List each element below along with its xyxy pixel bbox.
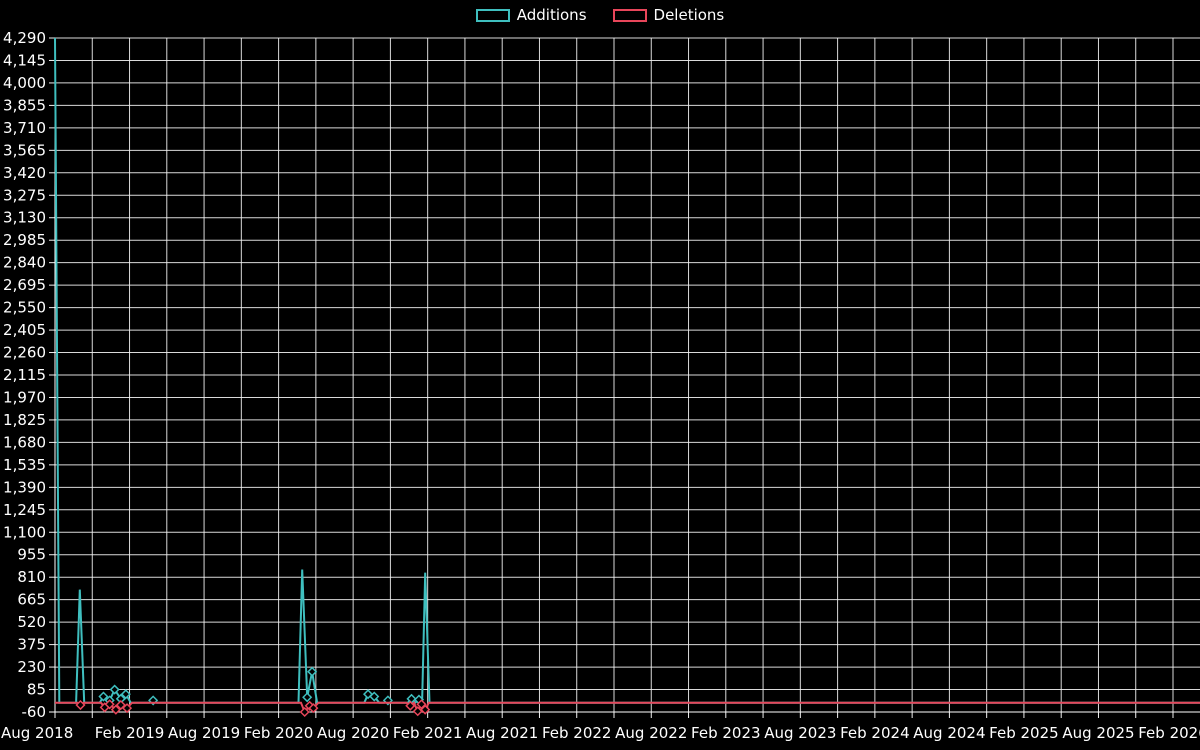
series-marker-additions <box>98 691 109 702</box>
series-marker-additions <box>302 692 313 703</box>
y-tick-label: 3,275 <box>3 186 46 204</box>
y-tick-label: 375 <box>17 636 46 654</box>
series-marker-additions <box>369 691 380 702</box>
y-tick-label: 2,115 <box>3 366 46 384</box>
y-tick-label: 1,680 <box>3 433 46 451</box>
series-marker-deletions <box>110 704 121 715</box>
y-tick-label: 1,245 <box>3 501 46 519</box>
x-tick-label: Feb 2024 <box>840 724 910 742</box>
y-tick-label: 4,290 <box>3 29 46 47</box>
y-tick-label: 2,405 <box>3 321 46 339</box>
y-tick-label: 1,825 <box>3 411 46 429</box>
y-tick-label: 2,260 <box>3 344 46 362</box>
y-tick-label: -60 <box>22 703 47 721</box>
y-tick-label: 2,695 <box>3 276 46 294</box>
legend-item-additions[interactable]: Additions <box>475 6 587 24</box>
y-tick-label: 3,565 <box>3 141 46 159</box>
y-tick-label: 2,985 <box>3 231 46 249</box>
deletions-legend-swatch <box>612 8 647 22</box>
x-tick-label: Aug 2020 <box>317 724 389 742</box>
series-marker-deletions <box>308 703 319 714</box>
x-tick-label: Aug 2024 <box>913 724 985 742</box>
additions-legend-swatch <box>475 8 510 22</box>
y-tick-label: 665 <box>17 591 46 609</box>
x-tick-label: Aug 2022 <box>615 724 687 742</box>
y-tick-label: 520 <box>17 613 46 631</box>
deletions-legend-label: Deletions <box>653 6 725 24</box>
x-tick-label: Feb 2023 <box>691 724 761 742</box>
series-marker-additions <box>413 694 425 705</box>
y-tick-label: 230 <box>17 658 46 676</box>
series-marker-additions <box>120 689 131 700</box>
y-tick-label: 1,535 <box>3 456 46 474</box>
y-tick-label: 4,000 <box>3 74 46 92</box>
x-tick-label: Aug 2021 <box>466 724 538 742</box>
series-marker-additions <box>109 684 120 695</box>
x-tick-label: Feb 2022 <box>542 724 612 742</box>
series-marker-additions <box>307 666 318 677</box>
y-tick-label: 1,970 <box>3 388 46 406</box>
y-tick-label: 955 <box>17 546 46 564</box>
y-tick-label: 85 <box>27 681 46 699</box>
x-tick-label: Aug 2023 <box>764 724 836 742</box>
x-tick-label: Feb 2026 <box>1138 724 1200 742</box>
y-tick-label: 4,145 <box>3 51 46 69</box>
series-marker-deletions <box>75 699 86 711</box>
y-tick-label: 2,550 <box>3 299 46 317</box>
series-marker-deletions <box>420 704 431 715</box>
x-tick-label: Feb 2019 <box>95 724 165 742</box>
x-tick-label: Aug 2019 <box>168 724 240 742</box>
y-tick-label: 1,100 <box>3 523 46 541</box>
series-marker-deletions <box>299 706 310 718</box>
y-tick-label: 2,840 <box>3 254 46 272</box>
x-tick-label: Feb 2025 <box>989 724 1059 742</box>
x-tick-label: Feb 2021 <box>393 724 463 742</box>
y-tick-label: 3,420 <box>3 164 46 182</box>
y-tick-label: 1,390 <box>3 478 46 496</box>
y-tick-label: 3,855 <box>3 96 46 114</box>
series-marker-deletions <box>115 699 126 711</box>
series-marker-deletions <box>405 700 416 711</box>
legend: Additions Deletions <box>0 6 1200 24</box>
additions-legend-label: Additions <box>516 6 587 24</box>
x-tick-label: Feb 2020 <box>244 724 314 742</box>
y-tick-label: 810 <box>17 568 46 586</box>
series-marker-deletions <box>104 699 115 710</box>
y-tick-label: 3,130 <box>3 209 46 227</box>
series-marker-deletions <box>121 703 133 714</box>
x-tick-label: Aug 2025 <box>1062 724 1134 742</box>
legend-item-deletions[interactable]: Deletions <box>612 6 725 24</box>
y-tick-label: 3,710 <box>3 119 46 137</box>
x-tick-label: Aug 2018 <box>1 724 73 742</box>
series-marker-deletions <box>416 699 427 710</box>
